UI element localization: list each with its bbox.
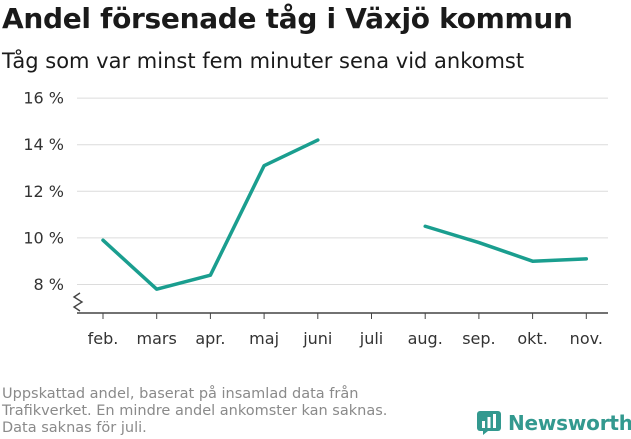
series-line: [101, 138, 320, 291]
y-tick-label: 16 %: [23, 89, 64, 108]
axis-break-icon: [72, 292, 84, 312]
x-tick-label: okt.: [517, 329, 547, 348]
series-line: [423, 224, 589, 263]
brand-name: Newsworthy: [508, 411, 631, 435]
footnote-line: Data saknas för juli.: [2, 420, 147, 436]
x-tick-label: maj: [249, 329, 279, 348]
y-axis-ticks: 8 % 10 % 12 % 14 % 16 %: [23, 89, 64, 294]
gridlines: [77, 97, 608, 285]
footnote-line: Uppskattad andel, baserat på insamlad da…: [2, 386, 359, 402]
x-axis: [72, 292, 608, 314]
x-tick-label: juli: [359, 329, 383, 348]
x-tick-label: apr.: [195, 329, 225, 348]
x-axis-ticks: feb. mars apr. maj juni juli aug. sep. okt. nov.: [88, 313, 603, 348]
y-tick-label: 10 %: [23, 228, 64, 247]
y-tick-label: 14 %: [23, 135, 64, 154]
x-tick-label: feb.: [88, 329, 119, 348]
chart-title: Andel försenade tåg i Växjö kommun: [2, 2, 573, 35]
series-lines: [101, 138, 589, 291]
x-tick-label: juni: [302, 329, 332, 348]
chart-subtitle: Tåg som var minst fem minuter sena vid a…: [2, 49, 525, 73]
y-tick-label: 12 %: [23, 182, 64, 201]
x-tick-label: mars: [137, 329, 177, 348]
x-tick-label: nov.: [570, 329, 603, 348]
x-tick-label: sep.: [462, 329, 495, 348]
footnote-line: Trafikverket. En mindre andel ankomster …: [2, 403, 388, 419]
x-tick-label: aug.: [408, 329, 443, 348]
newsworthy-logo-icon: [477, 411, 501, 435]
y-tick-label: 8 %: [34, 275, 64, 294]
brand-logo: Newsworthy: [476, 410, 631, 436]
footnote: Uppskattad andel, baserat på insamlad da…: [2, 386, 442, 437]
